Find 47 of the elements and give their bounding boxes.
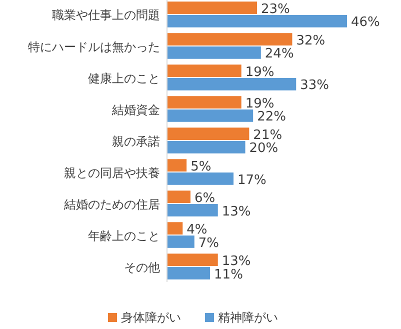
data-label: 46% bbox=[351, 15, 380, 30]
data-label: 7% bbox=[198, 236, 220, 251]
data-label: 32% bbox=[296, 33, 326, 48]
bar bbox=[167, 78, 296, 90]
y-tick-label: 結婚のための住居 bbox=[63, 197, 160, 212]
data-label: 23% bbox=[261, 2, 290, 17]
data-label: 13% bbox=[222, 254, 251, 269]
data-label: 4% bbox=[186, 222, 208, 238]
bar bbox=[167, 46, 261, 59]
y-tick-label: 結婚資金 bbox=[111, 102, 160, 117]
bar bbox=[167, 254, 218, 266]
data-label: 22% bbox=[257, 110, 286, 125]
data-label: 13% bbox=[222, 204, 251, 220]
bar bbox=[167, 33, 292, 46]
data-label: 24% bbox=[264, 46, 294, 62]
bar bbox=[167, 2, 257, 14]
bar bbox=[167, 64, 242, 77]
bar bbox=[167, 222, 183, 235]
data-label: 11% bbox=[214, 267, 243, 282]
bar bbox=[167, 267, 210, 280]
y-tick-label: 親の承諾 bbox=[112, 134, 160, 148]
data-label: 20% bbox=[249, 141, 278, 156]
y-tick-label: 親との同居や扶養 bbox=[64, 166, 160, 180]
data-label: 33% bbox=[300, 78, 330, 94]
y-tick-label: 特にハードルは無かった bbox=[28, 40, 160, 54]
bar bbox=[167, 204, 218, 216]
bar bbox=[167, 190, 190, 204]
bar bbox=[167, 14, 347, 28]
data-label: 19% bbox=[245, 96, 274, 112]
data-label: 19% bbox=[245, 64, 274, 80]
bar bbox=[167, 141, 246, 154]
bar bbox=[167, 159, 187, 172]
bar bbox=[167, 96, 242, 108]
legend-label: 身体障がい bbox=[121, 310, 181, 324]
y-tick-label: 健康上のこと bbox=[88, 71, 160, 86]
bar bbox=[167, 109, 254, 122]
data-label: 17% bbox=[238, 172, 266, 188]
data-label: 6% bbox=[194, 190, 216, 206]
bar bbox=[167, 236, 194, 248]
data-label: 21% bbox=[253, 128, 282, 143]
bar bbox=[167, 172, 234, 185]
data-label: 5% bbox=[190, 159, 212, 174]
legend-label: 精神障がい bbox=[218, 310, 278, 324]
y-tick-label: 職業や仕事上の問題 bbox=[52, 8, 160, 22]
bar bbox=[167, 128, 250, 140]
y-tick-label: 年齢上のこと bbox=[88, 228, 160, 243]
y-tick-label: その他 bbox=[124, 260, 160, 274]
